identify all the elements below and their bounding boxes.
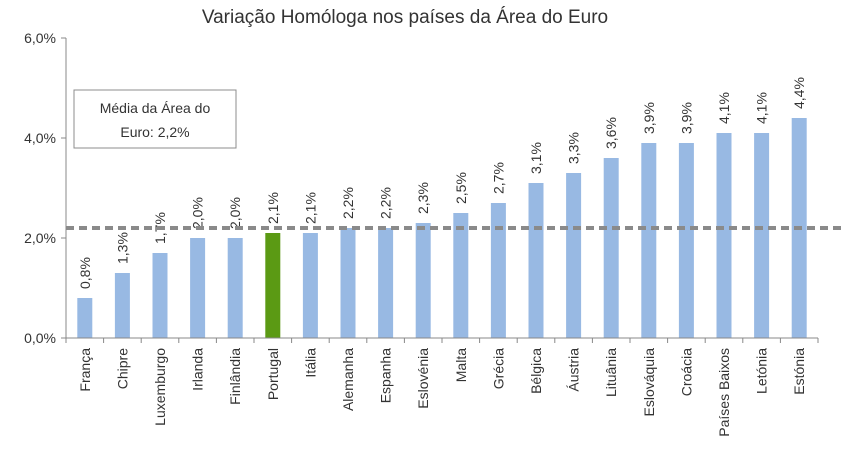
category-label: Áustria [566, 348, 582, 392]
bar [378, 228, 394, 338]
bar [190, 238, 206, 338]
y-axis: 0,0% 2,0% 4,0% 6,0% [24, 30, 67, 346]
data-label: 4,4% [791, 77, 807, 109]
bar [152, 253, 168, 338]
bar [302, 233, 318, 338]
bar [114, 273, 130, 338]
y-tick-label: 6,0% [24, 30, 56, 46]
data-label: 2,0% [227, 197, 243, 229]
x-axis: França Chipre Luxemburgo Irlanda Finlândia Po… [65, 337, 819, 437]
data-label: 4,1% [754, 92, 770, 124]
category-label: Letónia [754, 348, 770, 394]
category-label: Alemanha [340, 348, 356, 411]
category-label: Itália [302, 348, 318, 378]
category-label: Lituânia [603, 348, 619, 397]
data-label: 3,6% [603, 117, 619, 149]
category-label: Bélgica [528, 348, 544, 394]
bar [754, 133, 770, 338]
data-label: 2,1% [302, 192, 318, 224]
category-label: Portugal [265, 348, 281, 400]
data-label: 3,9% [641, 102, 657, 134]
data-label: 2,5% [453, 172, 469, 204]
category-label: Grécia [490, 348, 506, 389]
category-label: Espanha [378, 348, 394, 403]
category-label: Irlanda [190, 348, 206, 391]
bar [453, 213, 469, 338]
bar [678, 143, 694, 338]
category-label: Eslováquia [641, 348, 657, 417]
data-label: 4,1% [716, 92, 732, 124]
y-tick-label: 4,0% [24, 130, 56, 146]
bar [603, 158, 619, 338]
category-label: Eslovénia [415, 348, 431, 409]
y-tick-label: 2,0% [24, 230, 56, 246]
category-label: Croácia [678, 348, 694, 396]
bar [415, 223, 431, 338]
chart-title: Variação Homóloga nos países da Área do … [202, 7, 608, 28]
bar [227, 238, 243, 338]
average-annotation: Média da Área do Euro: 2,2% [73, 89, 237, 149]
bars [77, 118, 807, 338]
bar [566, 173, 582, 338]
y-tick-label: 0,0% [24, 330, 56, 346]
data-label: 3,3% [566, 132, 582, 164]
data-label: 2,2% [340, 187, 356, 219]
data-label: 1,3% [114, 232, 130, 264]
data-label: 2,3% [415, 182, 431, 214]
bar [641, 143, 657, 338]
annotation-line-2: Euro: 2,2% [120, 124, 189, 140]
data-label: 2,1% [265, 192, 281, 224]
data-label: 2,0% [190, 197, 206, 229]
category-label: Países Baixos [716, 348, 732, 437]
data-labels: 0,8%1,3%1,7%2,0%2,0%2,1%2,1%2,2%2,2%2,3%… [77, 77, 807, 289]
category-label: França [77, 348, 93, 392]
category-label: Estónia [791, 348, 807, 395]
bar [528, 183, 544, 338]
category-label: Finlândia [227, 348, 243, 405]
bar [265, 233, 281, 338]
data-label: 3,9% [678, 102, 694, 134]
annotation-line-1: Média da Área do [100, 100, 211, 116]
data-label: 2,2% [378, 187, 394, 219]
category-label: Malta [453, 348, 469, 382]
data-label: 3,1% [528, 142, 544, 174]
bar [490, 203, 506, 338]
bar [716, 133, 732, 338]
category-label: Chipre [114, 348, 130, 389]
data-label: 2,7% [490, 162, 506, 194]
data-label: 0,8% [77, 257, 93, 289]
bar [340, 228, 356, 338]
bar [77, 298, 93, 338]
annotation-box [73, 89, 237, 149]
category-label: Luxemburgo [152, 348, 168, 426]
